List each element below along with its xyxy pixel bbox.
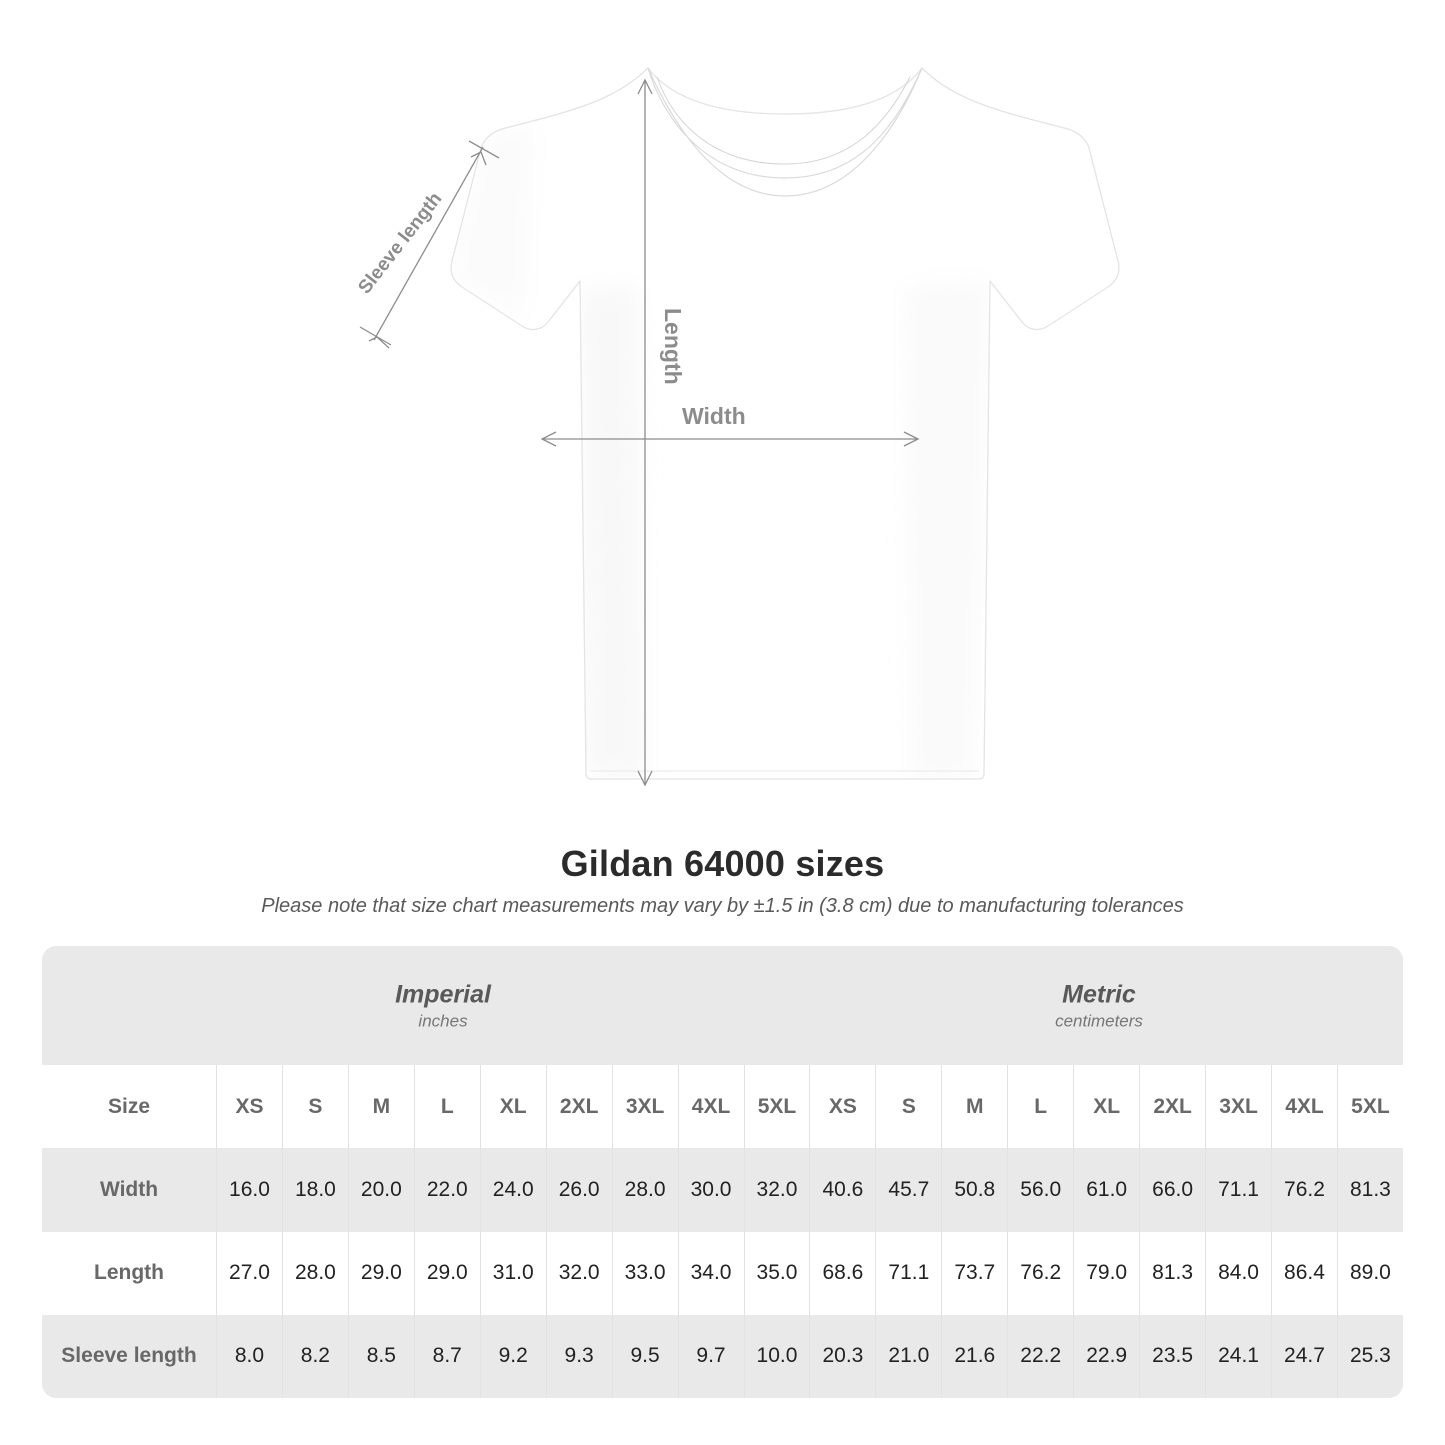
svg-text:Sleeve length: Sleeve length bbox=[354, 189, 446, 298]
svg-text:Width: Width bbox=[682, 403, 746, 429]
svg-text:Length: Length bbox=[660, 308, 686, 385]
